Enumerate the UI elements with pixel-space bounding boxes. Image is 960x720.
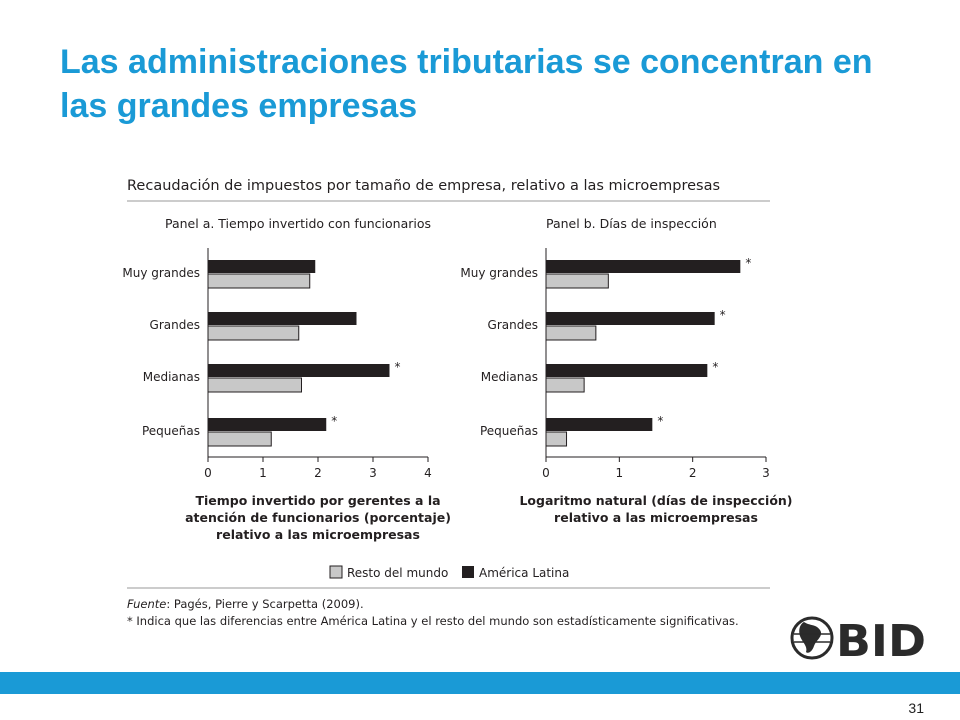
panel-a-bar-latam xyxy=(208,312,357,325)
panel-a-category-label: Medianas xyxy=(143,370,200,384)
panel-b-significance-mark: * xyxy=(720,308,726,322)
panel-b-x-tick-label: 1 xyxy=(616,466,624,480)
legend: Resto del mundo América Latina xyxy=(329,565,569,580)
panel-b-x-tick-label: 0 xyxy=(542,466,550,480)
legend-label-world: Resto del mundo xyxy=(347,566,448,580)
panel-b-x-axis-label: Logaritmo natural (días de inspección) xyxy=(519,493,792,508)
panel-a-bar-latam xyxy=(208,364,390,377)
panel-a-category-label: Pequeñas xyxy=(142,424,200,438)
page-number: 31 xyxy=(908,700,924,716)
panel-a-x-tick-label: 1 xyxy=(259,466,267,480)
source-note: Fuente: Pagés, Pierre y Scarpetta (2009)… xyxy=(127,597,364,611)
panel-a-x-axis-label: atención de funcionarios (porcentaje) xyxy=(185,510,451,525)
panel-b-bar-latam xyxy=(546,260,741,273)
panel-b-bar-world xyxy=(545,377,585,393)
panel-a-bar-world xyxy=(207,273,311,289)
panel-b-bar-world xyxy=(545,325,597,341)
panel-a-x-tick-label: 4 xyxy=(424,466,432,480)
figure-title: Recaudación de impuestos por tamaño de e… xyxy=(127,178,720,194)
panel-a-bar-world xyxy=(207,377,302,393)
panel-b-x-tick-label: 3 xyxy=(762,466,770,480)
legend-swatch-world xyxy=(329,565,343,579)
panel-b-category-label: Pequeñas xyxy=(480,424,538,438)
panel-a-x-tick-label: 0 xyxy=(204,466,212,480)
legend-label-latam: América Latina xyxy=(479,566,569,580)
panel-b-category-label: Muy grandes xyxy=(460,266,538,280)
panel-a: Panel a. Tiempo invertido con funcionari… xyxy=(122,216,451,542)
panel-b-significance-mark: * xyxy=(745,256,751,270)
panel-a-significance-mark: * xyxy=(395,360,401,374)
panel-a-category-label: Muy grandes xyxy=(122,266,200,280)
source-label: Fuente xyxy=(127,597,166,611)
panel-b-category-label: Medianas xyxy=(481,370,538,384)
panel-b-bar-world xyxy=(545,273,609,289)
logo-text: BID xyxy=(836,616,926,667)
panel-b-bar-latam xyxy=(546,418,653,431)
panel-b-bar-latam xyxy=(546,364,708,377)
panel-b-title: Panel b. Días de inspección xyxy=(546,216,717,231)
panel-b-x-axis-label: relativo a las microempresas xyxy=(554,510,758,525)
bid-logo: BID xyxy=(790,608,930,668)
panel-a-x-axis-label: relativo a las microempresas xyxy=(216,527,420,542)
panel-a-x-tick-label: 3 xyxy=(369,466,377,480)
footer-bar xyxy=(0,672,960,694)
significance-note: * Indica que las diferencias entre Améri… xyxy=(127,614,739,628)
source-text: : Pagés, Pierre y Scarpetta (2009). xyxy=(166,597,363,611)
panel-b-significance-mark: * xyxy=(657,414,663,428)
panel-a-bar-world xyxy=(207,325,300,341)
slide-title: Las administraciones tributarias se conc… xyxy=(60,43,873,125)
panel-a-significance-mark: * xyxy=(331,414,337,428)
panel-a-bar-world xyxy=(207,431,272,447)
panel-b-significance-mark: * xyxy=(712,360,718,374)
panel-a-bar-latam xyxy=(208,418,327,431)
panel-a-category-label: Grandes xyxy=(150,318,200,332)
panel-a-x-axis-label: Tiempo invertido por gerentes a la xyxy=(195,493,440,508)
panel-a-title: Panel a. Tiempo invertido con funcionari… xyxy=(165,216,431,231)
panel-b: Panel b. Días de inspección Muy grandes * G… xyxy=(460,216,792,525)
panel-b-x-tick-label: 2 xyxy=(689,466,697,480)
panel-b-bar-latam xyxy=(546,312,715,325)
legend-swatch-latam xyxy=(462,566,474,578)
panel-a-x-tick-label: 2 xyxy=(314,466,322,480)
panel-a-bar-latam xyxy=(208,260,316,273)
panel-b-category-label: Grandes xyxy=(488,318,538,332)
panel-b-bar-world xyxy=(545,431,568,447)
